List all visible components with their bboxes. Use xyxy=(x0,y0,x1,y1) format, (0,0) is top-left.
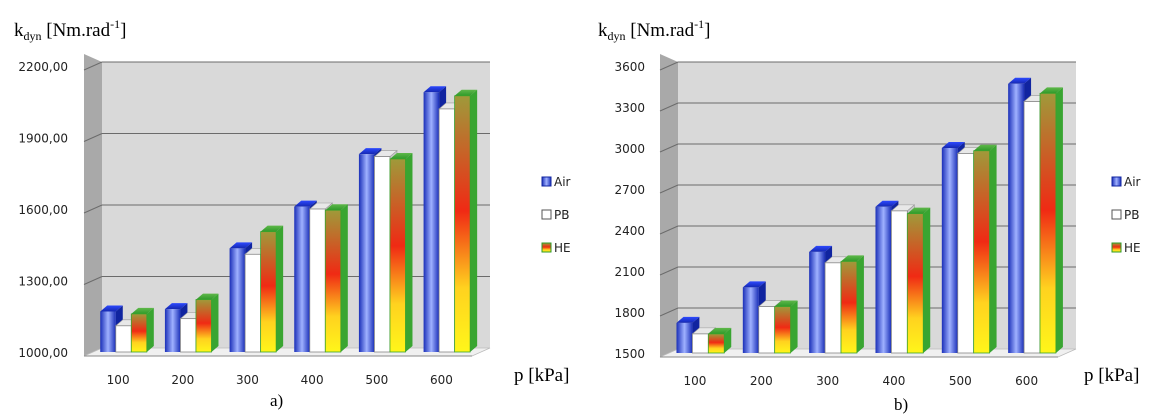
x-tick-label: 500 xyxy=(365,373,388,387)
legend-label: Air xyxy=(554,175,571,189)
panel-label: b) xyxy=(894,395,908,414)
y-tick-label: 1800 xyxy=(614,306,645,320)
gridline-side xyxy=(659,184,679,194)
y-tick-label: 2400 xyxy=(614,224,645,238)
x-axis-label: p [kPa] xyxy=(514,365,569,386)
legend-item-he: HE xyxy=(541,241,571,255)
bar-he xyxy=(130,307,154,353)
bar-he xyxy=(324,204,348,353)
x-tick-label: 200 xyxy=(750,374,773,388)
chart-panel-b: kdyn [Nm.rad-1] 1500 1800 2100 2400 2700 3000… xyxy=(598,17,1141,414)
x-tick-label: 600 xyxy=(430,373,453,387)
gridline-side xyxy=(83,204,103,214)
legend-swatch xyxy=(1111,176,1122,187)
y-tick-label: 1600,00 xyxy=(18,203,68,217)
bar-he xyxy=(389,152,413,353)
y-axis-label: kdyn [Nm.rad-1] xyxy=(14,17,126,43)
bar-he xyxy=(454,89,478,353)
gridline-side xyxy=(659,61,679,71)
y-tick-label: 2200,00 xyxy=(18,60,68,74)
y-tick-label: 3600 xyxy=(614,60,645,74)
legend-label: PB xyxy=(554,208,569,222)
legend-label: PB xyxy=(1124,208,1139,222)
x-tick-label: 100 xyxy=(107,373,130,387)
gridline-side xyxy=(659,143,679,153)
bar-he xyxy=(1039,87,1063,354)
panel-label: a) xyxy=(270,391,283,410)
y-tick-label: 2100 xyxy=(614,265,645,279)
gridline-side xyxy=(659,102,679,112)
gridline-side xyxy=(659,225,679,235)
legend-swatch xyxy=(1111,209,1122,220)
gridline-side xyxy=(659,266,679,276)
gridline-side xyxy=(83,276,103,285)
legend-swatch xyxy=(541,209,552,220)
legend-item-air: Air xyxy=(541,175,571,189)
bar-he xyxy=(840,255,864,354)
y-tick-label: 1300,00 xyxy=(18,274,68,288)
x-axis-label: p [kPa] xyxy=(1084,365,1139,386)
legend-item-pb: PB xyxy=(1111,208,1139,222)
bar-he xyxy=(707,327,732,354)
x-tick-label: 400 xyxy=(301,373,324,387)
bar-he xyxy=(906,207,931,354)
gridline-side xyxy=(83,133,103,142)
x-tick-label: 300 xyxy=(236,373,259,387)
x-tick-label: 400 xyxy=(883,374,906,388)
x-tick-label: 600 xyxy=(1015,374,1038,388)
y-tick-label: 1000,00 xyxy=(18,346,68,360)
y-tick-label: 1900,00 xyxy=(18,131,68,145)
y-tick-label: 3000 xyxy=(614,142,645,156)
legend-label: Air xyxy=(1124,175,1141,189)
gridline-side xyxy=(659,307,679,317)
bar-he xyxy=(774,300,798,354)
side-wall xyxy=(660,54,678,357)
legend-item-he: HE xyxy=(1111,241,1141,255)
gridline-side xyxy=(83,61,103,71)
legend-label: HE xyxy=(554,241,571,255)
bar-he xyxy=(195,293,219,353)
y-tick-label: 3300 xyxy=(614,101,645,115)
side-wall xyxy=(84,54,102,356)
legend-item-air: Air xyxy=(1111,175,1141,189)
y-tick-label: 2700 xyxy=(614,183,645,197)
x-tick-label: 300 xyxy=(816,374,839,388)
plot-area: 1500 1800 2100 2400 2700 3000 3300 3600 100 200 30… xyxy=(614,54,1141,388)
y-tick-label: 1500 xyxy=(614,347,645,361)
chart-panel-a: kdyn [Nm.rad-1] 1000,00 1300,00 1600,00 190… xyxy=(14,17,571,410)
x-tick-label: 200 xyxy=(171,373,194,387)
legend-swatch xyxy=(541,242,552,253)
x-tick-label: 500 xyxy=(949,374,972,388)
legend-swatch xyxy=(1111,242,1122,253)
legend-item-pb: PB xyxy=(541,208,569,222)
x-tick-label: 100 xyxy=(684,374,707,388)
plot-area: 1000,00 1300,00 1600,00 1900,00 2200,00 100 20… xyxy=(18,54,571,387)
legend-label: HE xyxy=(1124,241,1141,255)
bar-he xyxy=(260,225,284,353)
y-axis-label: kdyn [Nm.rad-1] xyxy=(598,17,710,43)
bar-he xyxy=(973,144,997,354)
legend-swatch xyxy=(541,176,552,187)
